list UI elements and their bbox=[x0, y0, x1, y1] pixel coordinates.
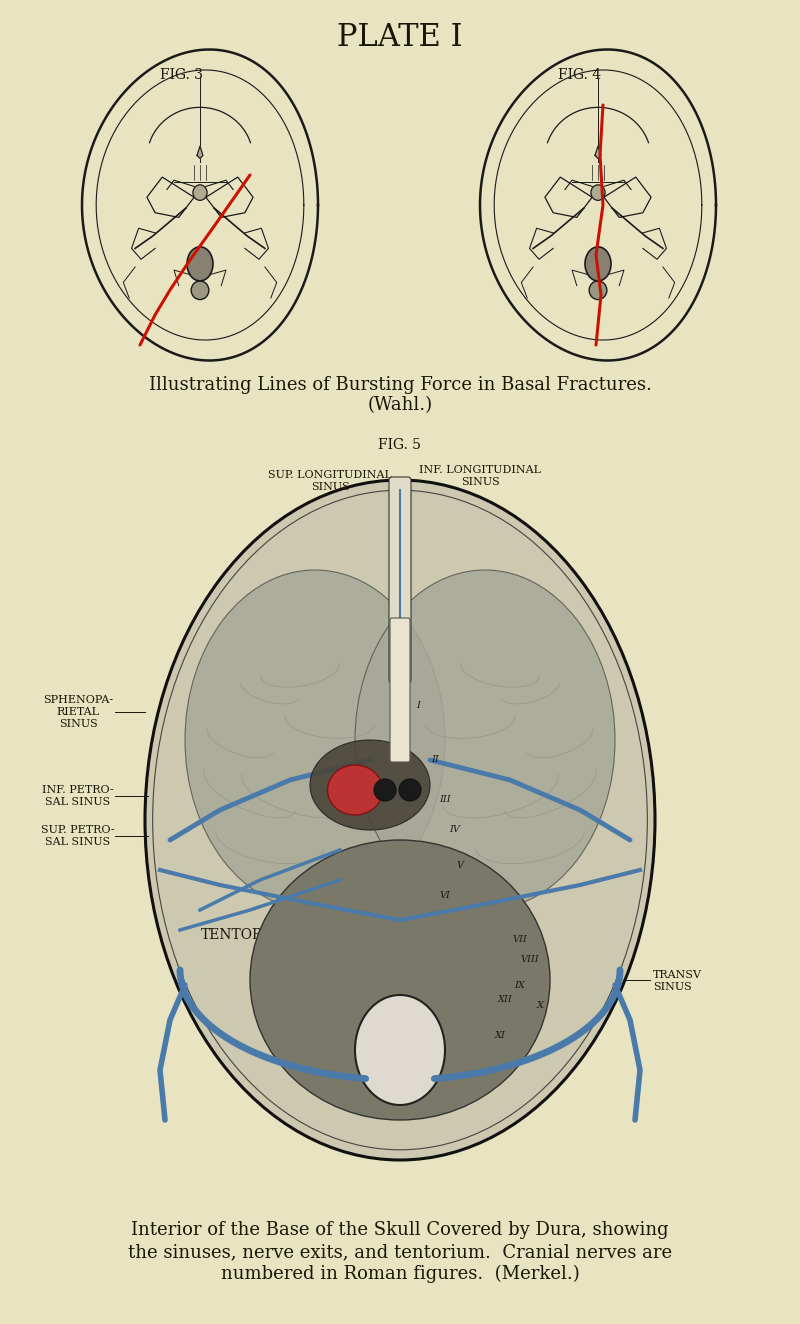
Text: SPHENOPA-: SPHENOPA- bbox=[43, 695, 113, 704]
Text: XII: XII bbox=[498, 996, 512, 1005]
Ellipse shape bbox=[589, 281, 607, 299]
Text: TENTORIUM: TENTORIUM bbox=[201, 928, 295, 941]
Ellipse shape bbox=[191, 281, 209, 299]
Text: III: III bbox=[439, 796, 451, 805]
Ellipse shape bbox=[327, 765, 382, 816]
Text: II: II bbox=[431, 756, 439, 764]
Text: FIG. 5: FIG. 5 bbox=[378, 438, 422, 451]
Text: Interior of the Base of the Skull Covered by Dura, showing: Interior of the Base of the Skull Covere… bbox=[131, 1221, 669, 1239]
Text: SUP. LONGITUDINAL: SUP. LONGITUDINAL bbox=[268, 470, 392, 481]
FancyBboxPatch shape bbox=[389, 477, 411, 683]
Text: SINUS: SINUS bbox=[461, 477, 499, 487]
Text: FIG. 4: FIG. 4 bbox=[558, 68, 601, 82]
Ellipse shape bbox=[355, 996, 445, 1106]
Ellipse shape bbox=[585, 246, 611, 281]
Ellipse shape bbox=[310, 740, 430, 830]
Text: SAL SINUS: SAL SINUS bbox=[46, 837, 110, 847]
Ellipse shape bbox=[355, 571, 615, 910]
Text: SUP. PETRO-: SUP. PETRO- bbox=[41, 825, 115, 835]
Text: VI: VI bbox=[439, 891, 450, 899]
FancyBboxPatch shape bbox=[390, 618, 410, 763]
Text: Illustrating Lines of Bursting Force in Basal Fractures.: Illustrating Lines of Bursting Force in … bbox=[149, 376, 651, 395]
Text: (Wahl.): (Wahl.) bbox=[367, 396, 433, 414]
Text: V: V bbox=[457, 861, 463, 870]
Text: X: X bbox=[537, 1001, 543, 1009]
Text: SINUS: SINUS bbox=[653, 982, 692, 992]
Text: VII: VII bbox=[513, 936, 527, 944]
Ellipse shape bbox=[145, 481, 655, 1160]
Text: TRANSV: TRANSV bbox=[653, 970, 702, 980]
Text: the sinuses, nerve exits, and tentorium.  Cranial nerves are: the sinuses, nerve exits, and tentorium.… bbox=[128, 1243, 672, 1260]
Text: INF. PETRO-: INF. PETRO- bbox=[42, 785, 114, 794]
Text: SINUS: SINUS bbox=[58, 719, 98, 730]
Text: VIII: VIII bbox=[521, 956, 539, 964]
Text: SINUS: SINUS bbox=[310, 482, 350, 493]
Ellipse shape bbox=[591, 185, 605, 200]
Text: SAL SINUS: SAL SINUS bbox=[46, 797, 110, 808]
Ellipse shape bbox=[193, 185, 207, 200]
Text: IV: IV bbox=[450, 825, 461, 834]
Text: XI: XI bbox=[494, 1030, 506, 1039]
Text: INF. LONGITUDINAL: INF. LONGITUDINAL bbox=[419, 465, 541, 475]
Ellipse shape bbox=[399, 779, 421, 801]
Text: IX: IX bbox=[514, 981, 526, 989]
Text: numbered in Roman figures.  (Merkel.): numbered in Roman figures. (Merkel.) bbox=[221, 1264, 579, 1283]
Text: PLATE I: PLATE I bbox=[338, 23, 462, 53]
Ellipse shape bbox=[185, 571, 445, 910]
Text: RIETAL: RIETAL bbox=[57, 707, 99, 718]
Text: I: I bbox=[416, 700, 420, 710]
Polygon shape bbox=[197, 146, 203, 159]
Ellipse shape bbox=[187, 246, 213, 281]
Text: FIG. 3: FIG. 3 bbox=[160, 68, 203, 82]
Ellipse shape bbox=[374, 779, 396, 801]
Polygon shape bbox=[595, 146, 601, 159]
Ellipse shape bbox=[250, 839, 550, 1120]
